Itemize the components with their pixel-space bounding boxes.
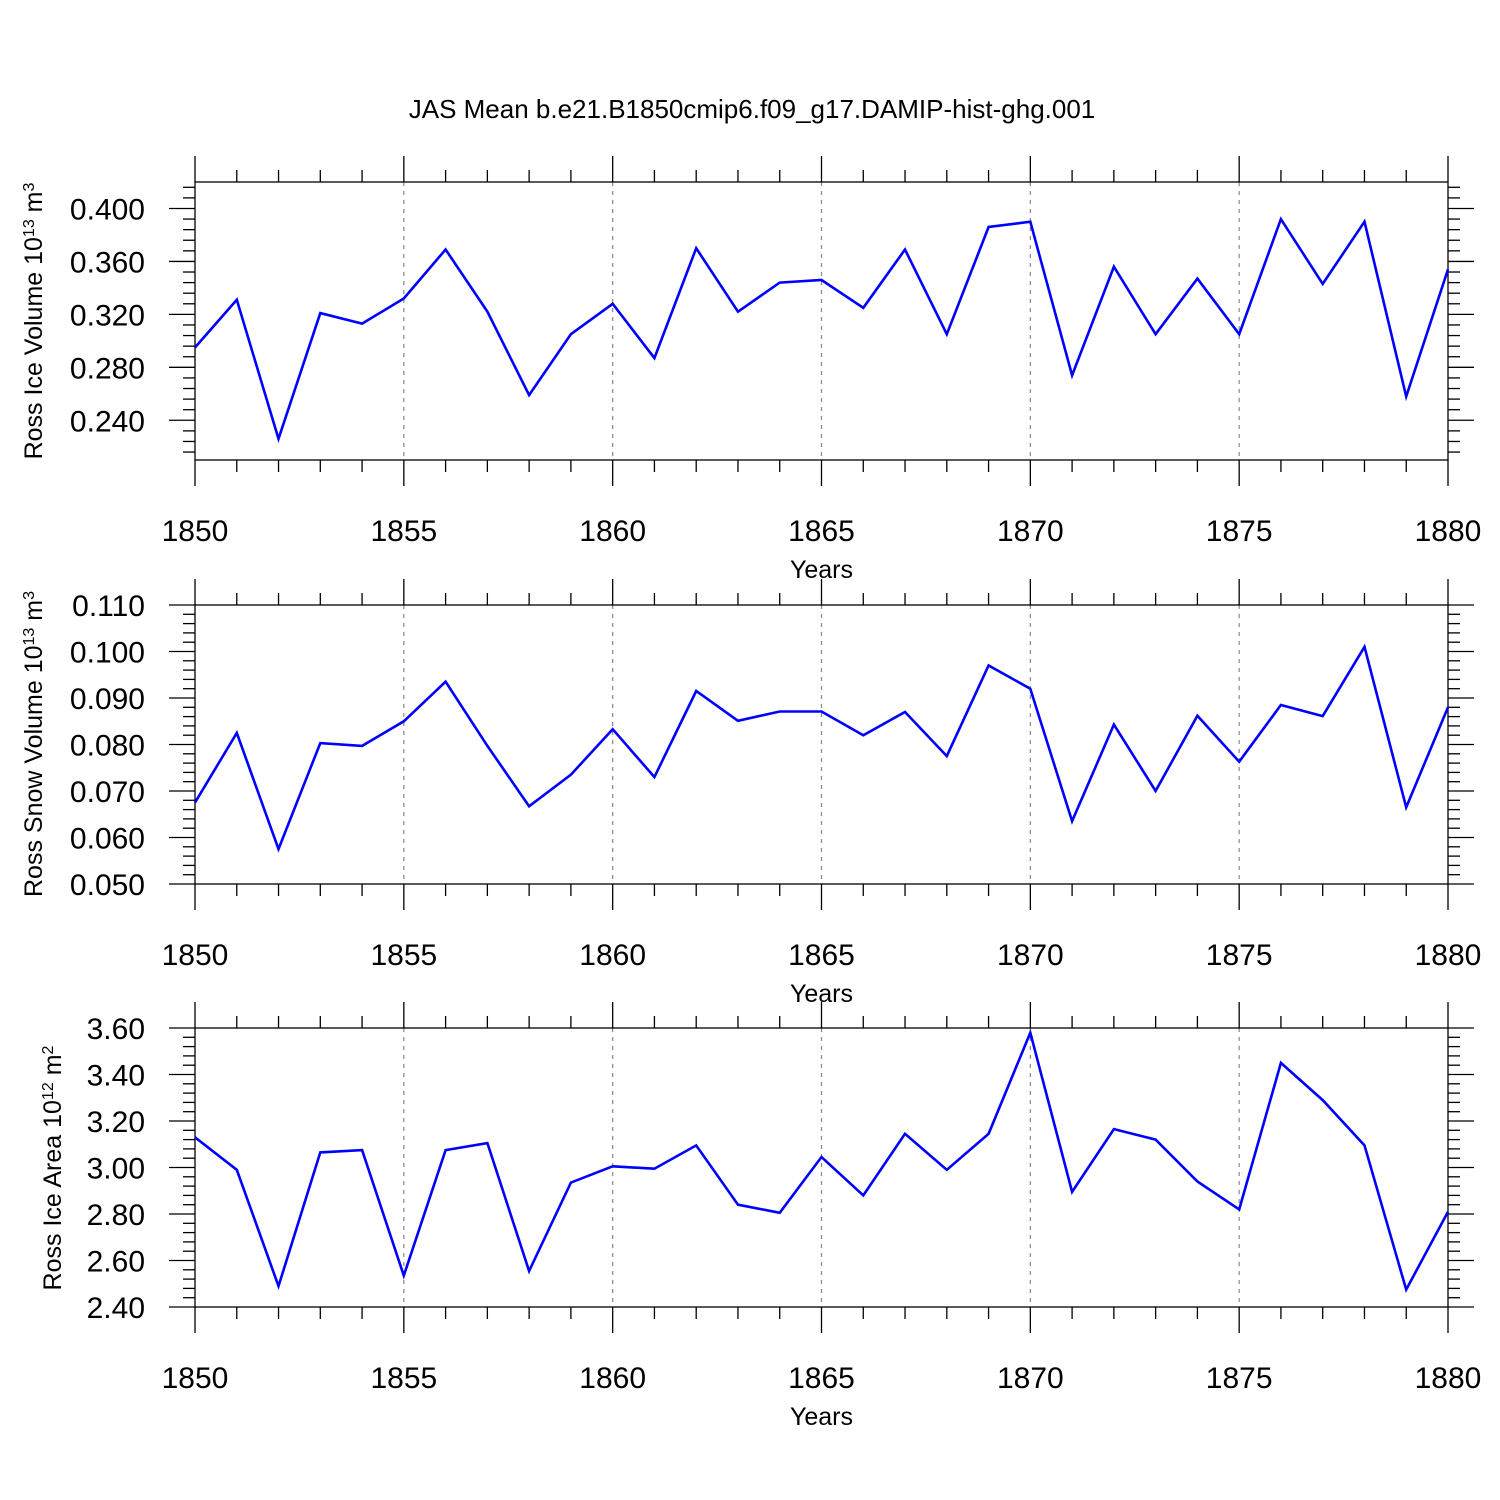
x-tick-label: 1865 xyxy=(788,939,855,972)
y-tick-label: 3.00 xyxy=(87,1153,145,1186)
x-tick-label: 1865 xyxy=(788,515,855,548)
x-tick-label: 1875 xyxy=(1206,515,1273,548)
x-tick-label: 1865 xyxy=(788,1362,855,1395)
y-axis-label: Ross Ice Volume 1013 m3 xyxy=(20,182,48,459)
y-tick-label: 2.80 xyxy=(87,1199,145,1232)
x-tick-label: 1850 xyxy=(162,515,229,548)
y-tick-label: 0.060 xyxy=(70,823,145,856)
x-tick-label: 1855 xyxy=(370,1362,437,1395)
x-tick-label: 1850 xyxy=(162,1362,229,1395)
x-tick-label: 1855 xyxy=(370,939,437,972)
x-tick-label: 1880 xyxy=(1415,939,1482,972)
x-axis-label: Years xyxy=(790,1403,853,1431)
y-axis-label: Ross Ice Area 1012 m2 xyxy=(39,1045,67,1290)
series-line xyxy=(194,1028,1450,1294)
y-tick-label: 0.280 xyxy=(70,352,145,385)
x-tick-label: 1875 xyxy=(1206,939,1273,972)
panel-1: 1850 1855 1860 1865 1870 1875 1880 0.240 0.280 0.… xyxy=(20,156,1481,584)
y-tick-label: 0.090 xyxy=(70,683,145,716)
y-tick-label: 0.400 xyxy=(70,193,145,226)
y-tick-label: 0.100 xyxy=(70,637,145,670)
figure-title: JAS Mean b.e21.B1850cmip6.f09_g17.DAMIP-… xyxy=(409,94,1096,124)
y-tick-label: 0.360 xyxy=(70,246,145,279)
x-tick-label: 1860 xyxy=(579,515,646,548)
x-tick-label: 1860 xyxy=(579,939,646,972)
panel-3: 1850 1855 1860 1865 1870 1875 1880 2.40 2.60 2.80… xyxy=(39,1002,1481,1431)
x-tick-label: 1875 xyxy=(1206,1362,1273,1395)
x-tick-label: 1850 xyxy=(162,939,229,972)
panels-container: 1850 1855 1860 1865 1870 1875 1880 0.240 0.280 0.… xyxy=(20,156,1481,1431)
y-tick-label: 2.40 xyxy=(87,1292,145,1325)
x-tick-label: 1860 xyxy=(579,1362,646,1395)
y-tick-label: 0.050 xyxy=(70,869,145,902)
y-tick-label: 0.320 xyxy=(70,299,145,332)
y-tick-label: 3.60 xyxy=(87,1013,145,1046)
y-tick-label: 0.110 xyxy=(72,590,145,623)
x-tick-label: 1880 xyxy=(1415,515,1482,548)
x-tick-label: 1880 xyxy=(1415,1362,1482,1395)
x-tick-label: 1870 xyxy=(997,939,1064,972)
y-axis-label: Ross Snow Volume 1013 m3 xyxy=(20,591,48,897)
panel-2: 1850 1855 1860 1865 1870 1875 1880 0.050 0.060 0.… xyxy=(20,579,1481,1008)
x-tick-label: 1855 xyxy=(370,515,437,548)
y-tick-label: 0.080 xyxy=(70,730,145,763)
y-tick-label: 0.070 xyxy=(70,776,145,809)
x-tick-label: 1870 xyxy=(997,1362,1064,1395)
y-tick-label: 2.60 xyxy=(87,1246,145,1279)
x-tick-label: 1870 xyxy=(997,515,1064,548)
y-tick-label: 3.40 xyxy=(87,1060,145,1093)
y-tick-label: 3.20 xyxy=(87,1106,145,1139)
y-tick-label: 0.240 xyxy=(70,405,145,438)
